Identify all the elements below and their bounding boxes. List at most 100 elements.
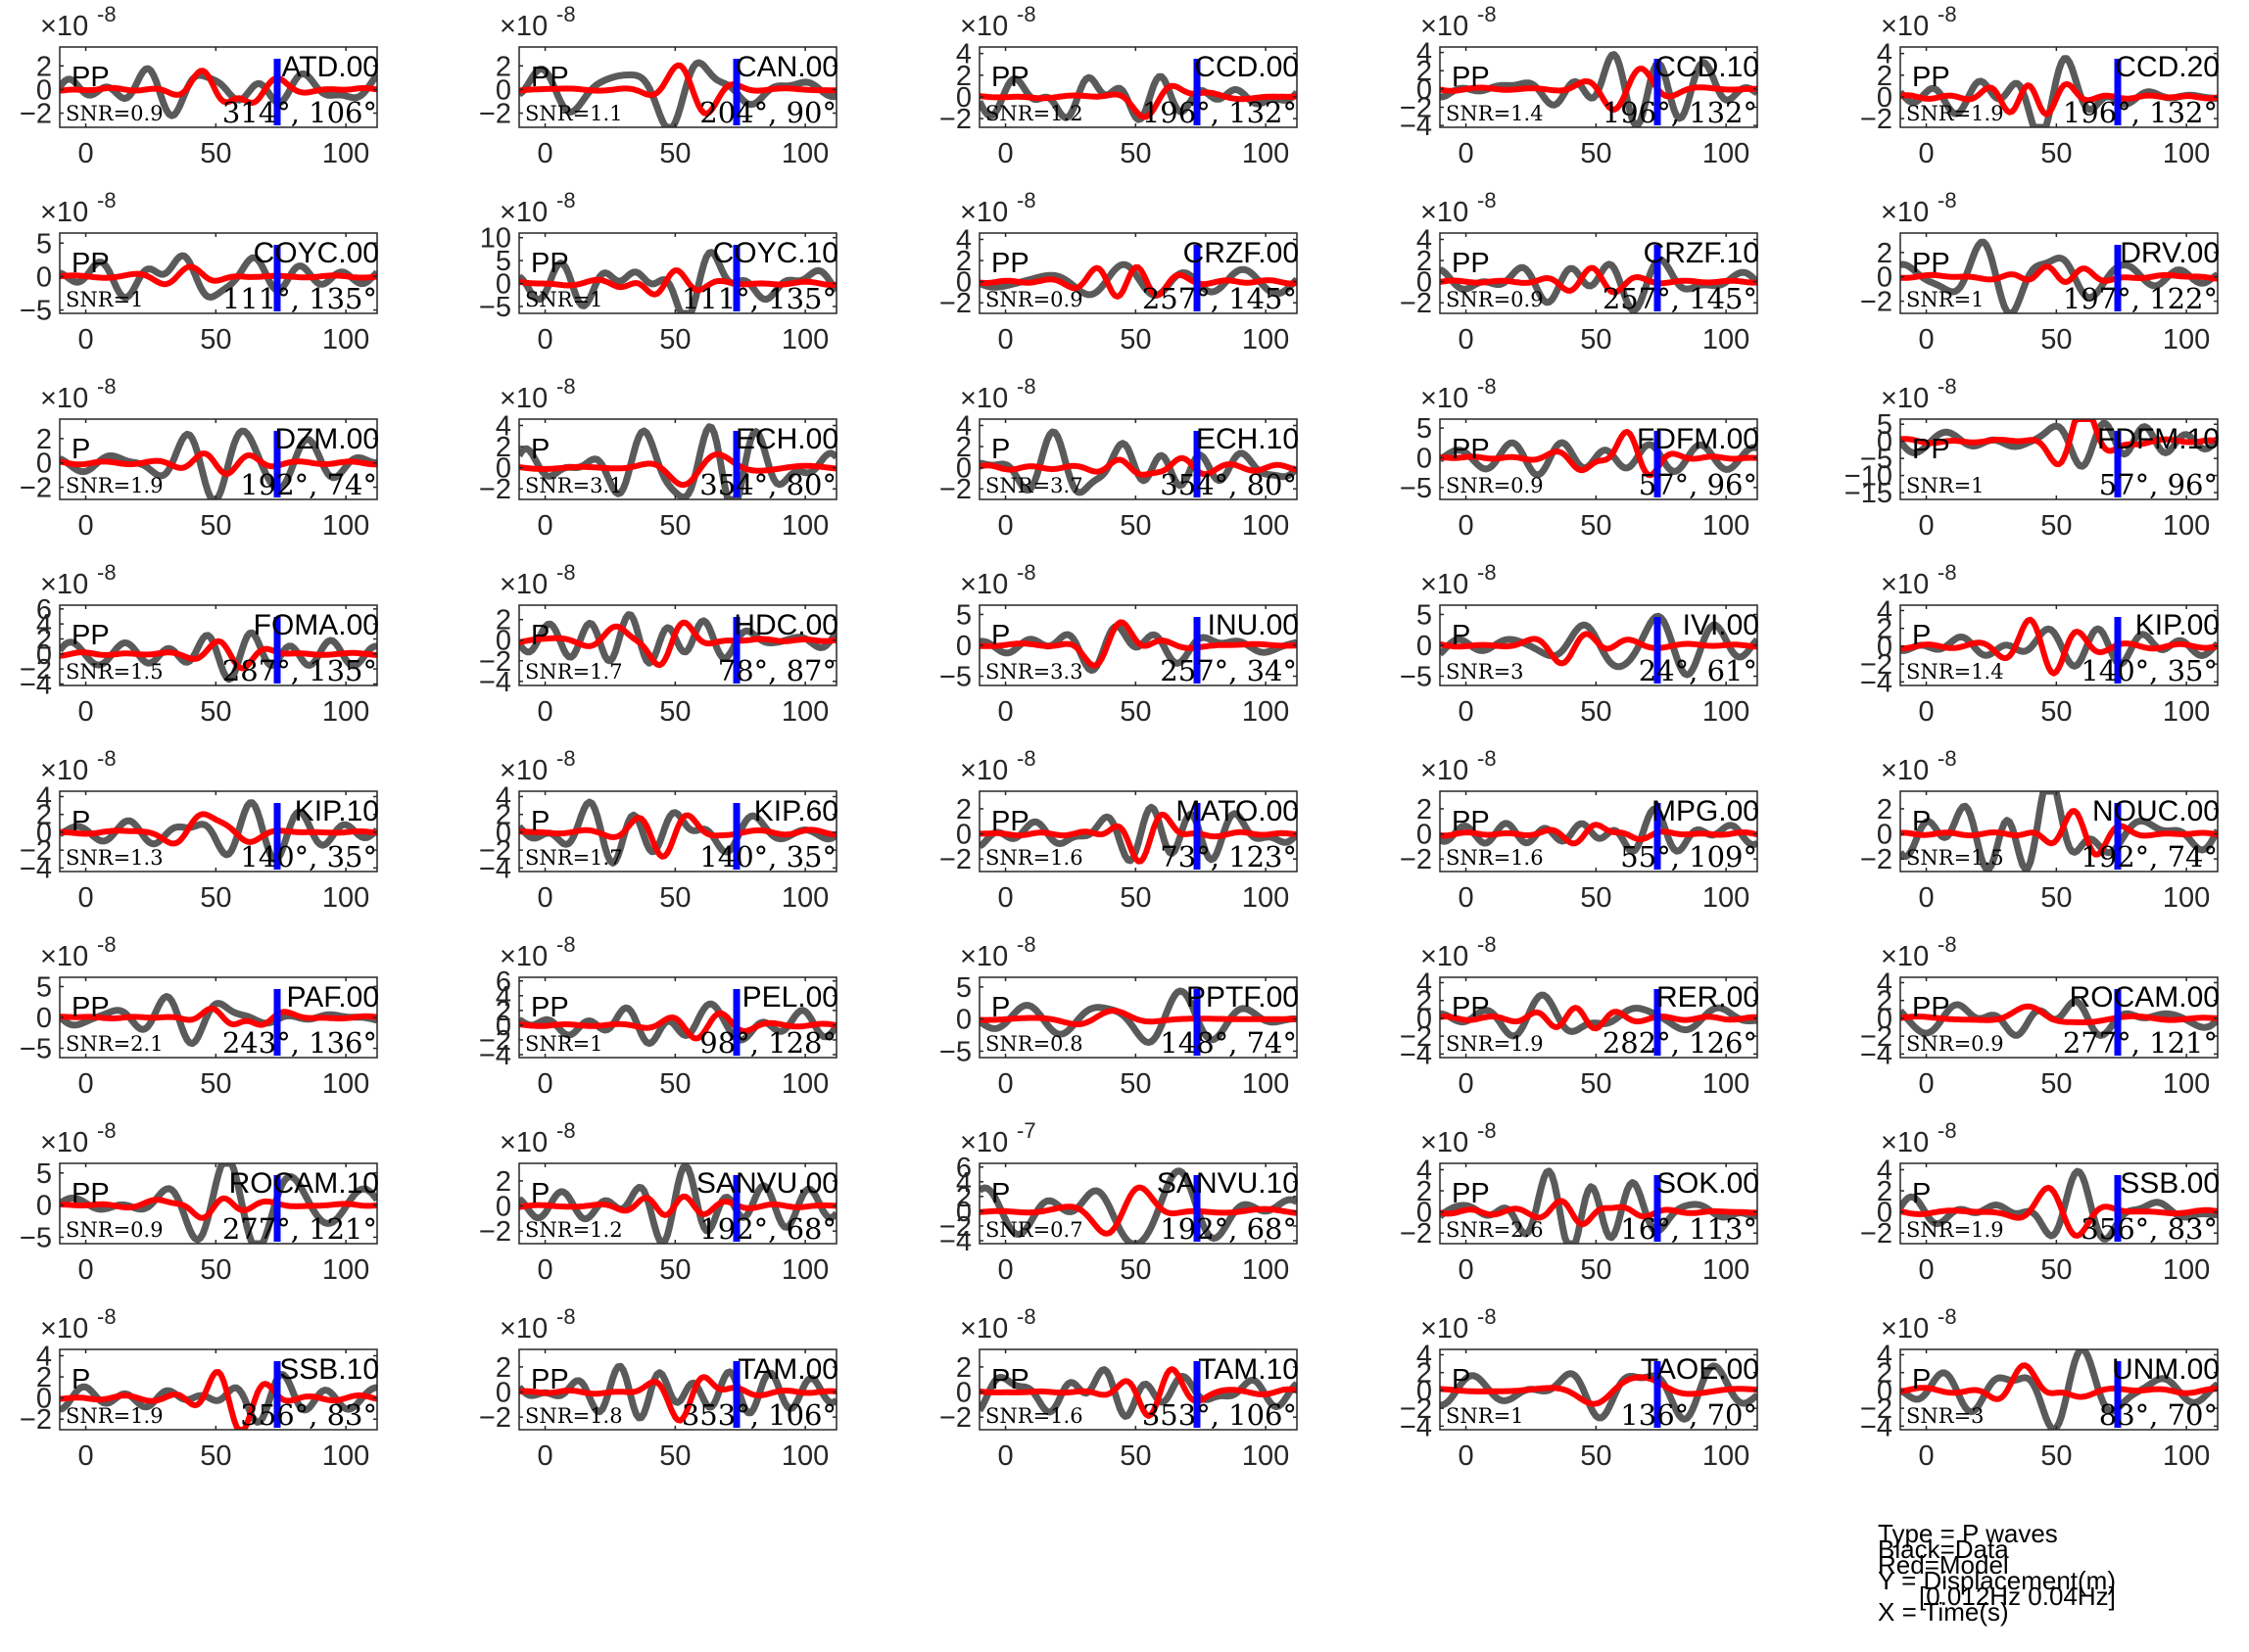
y-tick-label: −4 [1400, 111, 1432, 142]
x-tick-label: 0 [77, 882, 93, 914]
azimuth-label: 57°, 96° [2099, 468, 2218, 501]
y-exponent-power: -8 [97, 932, 117, 957]
x-tick-label: 50 [659, 696, 691, 728]
azimuth-label: 78°, 87° [718, 654, 837, 687]
y-exponent-power: -8 [1477, 746, 1497, 771]
axes-box [1899, 46, 2219, 128]
y-exponent-label: ×10 [500, 1127, 548, 1158]
station-label: MPG.00 [1651, 795, 1759, 827]
y-tick-label: 0 [36, 1384, 52, 1415]
y-tick-label: 0 [36, 261, 52, 293]
axes-box [518, 418, 837, 500]
x-tick-label: 0 [1458, 1440, 1473, 1472]
data-trace [1900, 419, 2218, 470]
station-label: SSB.00 [2120, 1167, 2220, 1200]
model-trace [1900, 1184, 2218, 1239]
y-tick-label: −2 [1400, 288, 1432, 319]
y-tick-label: −10 [1844, 461, 1892, 493]
model-trace [1440, 1374, 1757, 1407]
snr-label: SNR=1.9 [66, 1404, 164, 1428]
snr-label: SNR=1.5 [1906, 846, 2004, 870]
x-tick-label: 50 [1580, 696, 1611, 728]
x-tick-label: 0 [77, 1068, 93, 1100]
snr-label: SNR=1.3 [66, 846, 164, 870]
y-exponent-label: ×10 [1420, 11, 1468, 42]
y-tick-label: 0 [1416, 1004, 1432, 1035]
x-tick-label: 50 [200, 1440, 231, 1472]
y-tick-label: −2 [1860, 287, 1892, 318]
model-trace [519, 1010, 837, 1042]
model-trace [519, 267, 837, 298]
model-trace [980, 82, 1297, 120]
snr-label: SNR=3 [1446, 660, 1524, 684]
model-trace [1440, 822, 1757, 847]
x-tick-label: 50 [659, 882, 691, 914]
azimuth-label: 243°, 136° [222, 1026, 377, 1060]
model-trace [980, 811, 1297, 865]
x-tick-label: 0 [997, 696, 1013, 728]
y-exponent-power: -8 [1477, 1118, 1497, 1143]
phase-label: PP [1452, 806, 1490, 837]
x-tick-label: 50 [1120, 510, 1151, 542]
snr-label: SNR=1.1 [525, 102, 623, 125]
y-tick-label: 0 [1416, 443, 1432, 474]
y-tick-label: 0 [496, 1378, 511, 1409]
snr-label: SNR=3 [1906, 1404, 1985, 1428]
model-trace [1900, 1003, 2218, 1025]
x-tick-label: 50 [1120, 696, 1151, 728]
x-tick-label: 100 [782, 696, 829, 728]
station-label: COYC.00 [254, 237, 379, 269]
y-exponent-power: -8 [1938, 374, 1957, 399]
y-tick-label: 0 [1416, 631, 1432, 662]
phase-label: P [991, 620, 1010, 651]
station-label: TAOE.00 [1641, 1353, 1759, 1386]
y-tick-label: 2 [1416, 794, 1432, 826]
y-tick-label: 0 [956, 1005, 972, 1036]
azimuth-label: 111°, 135° [222, 282, 377, 315]
azimuth-label: 16°, 113° [1620, 1212, 1757, 1246]
y-tick-label: 2 [1877, 794, 1892, 826]
phase-label: PP [1912, 248, 1950, 279]
y-exponent-power: -8 [556, 932, 576, 957]
y-exponent-power: -8 [1938, 932, 1957, 957]
x-tick-label: 50 [1120, 138, 1151, 169]
snr-label: SNR=1 [1906, 288, 1985, 311]
y-tick-label: 0 [496, 453, 511, 485]
azimuth-label: 282°, 126° [1603, 1026, 1757, 1060]
y-tick-label: 0 [1877, 820, 1892, 851]
x-tick-label: 0 [997, 510, 1013, 542]
y-tick-label: −2 [479, 835, 511, 867]
y-tick-label: 0 [496, 74, 511, 106]
y-tick-label: 2 [36, 51, 52, 82]
snr-label: SNR=3.7 [985, 474, 1083, 497]
y-tick-label: 2 [1877, 238, 1892, 269]
axes-box [518, 46, 837, 128]
y-exponent-label: ×10 [1420, 941, 1468, 972]
y-tick-label: 0 [496, 626, 511, 657]
y-tick-label: −2 [939, 104, 972, 135]
snr-label: SNR=2.1 [66, 1032, 164, 1056]
y-exponent-label: ×10 [1881, 383, 1929, 414]
y-tick-label: 0 [496, 818, 511, 849]
phase-label: PP [531, 992, 569, 1023]
y-exponent-power: -8 [1938, 1304, 1957, 1329]
model-trace [1440, 1198, 1757, 1228]
x-tick-label: 0 [77, 138, 93, 169]
y-tick-label: 5 [36, 971, 52, 1003]
model-trace [60, 637, 377, 672]
snr-label: SNR=0.8 [985, 1032, 1083, 1056]
y-exponent-label: ×10 [960, 197, 1008, 228]
y-exponent-label: ×10 [960, 11, 1008, 42]
x-tick-label: 0 [537, 696, 552, 728]
y-tick-label: −2 [20, 473, 52, 504]
snr-label: SNR=1.2 [985, 102, 1083, 125]
y-exponent-label: ×10 [500, 11, 548, 42]
